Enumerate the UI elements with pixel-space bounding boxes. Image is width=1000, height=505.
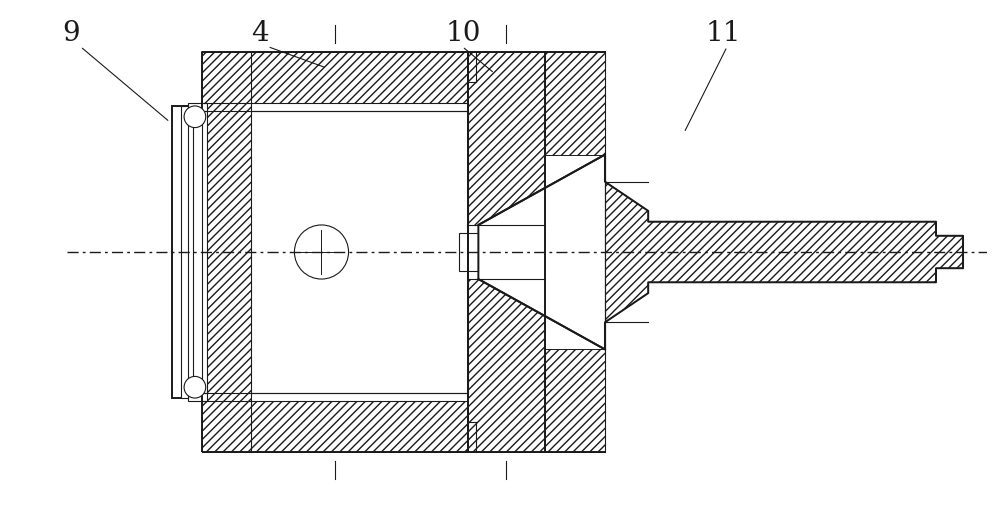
Bar: [172, 107, 188, 398]
Bar: [181, 107, 192, 398]
Bar: [193, 112, 202, 393]
Polygon shape: [468, 53, 545, 452]
Text: 4: 4: [251, 20, 269, 47]
Text: 9: 9: [62, 20, 79, 47]
Polygon shape: [545, 53, 605, 156]
Circle shape: [184, 377, 206, 398]
Polygon shape: [202, 112, 251, 393]
Bar: [468, 226, 545, 279]
Polygon shape: [478, 156, 605, 349]
Bar: [251, 112, 468, 393]
Circle shape: [294, 226, 349, 279]
Polygon shape: [545, 349, 605, 452]
Text: 11: 11: [706, 20, 741, 47]
Circle shape: [184, 107, 206, 128]
Bar: [459, 234, 478, 271]
Bar: [188, 104, 207, 401]
Polygon shape: [202, 53, 468, 112]
Polygon shape: [478, 156, 963, 349]
Text: 10: 10: [446, 20, 481, 47]
Polygon shape: [202, 393, 468, 452]
